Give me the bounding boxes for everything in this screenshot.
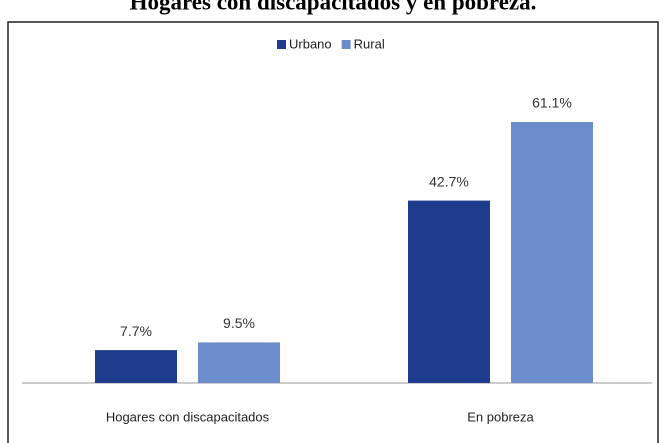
bar: [198, 342, 280, 383]
x-tick-label: En pobreza: [467, 409, 534, 424]
bar: [408, 200, 490, 383]
bar: [511, 122, 593, 383]
x-tick-label: Hogares con discapacitados: [106, 409, 270, 424]
legend-label: Rural: [354, 36, 385, 51]
value-label: 9.5%: [223, 315, 255, 331]
chart-title: Hogares con discapacitados y en pobreza.: [130, 0, 537, 14]
legend-label: Urbano: [289, 36, 332, 51]
frame: [7, 21, 659, 443]
value-label: 7.7%: [120, 323, 152, 339]
value-label: 42.7%: [429, 173, 469, 189]
legend-swatch: [277, 40, 286, 49]
value-label: 61.1%: [532, 95, 572, 111]
legend-swatch: [341, 40, 351, 49]
bar: [95, 350, 177, 383]
